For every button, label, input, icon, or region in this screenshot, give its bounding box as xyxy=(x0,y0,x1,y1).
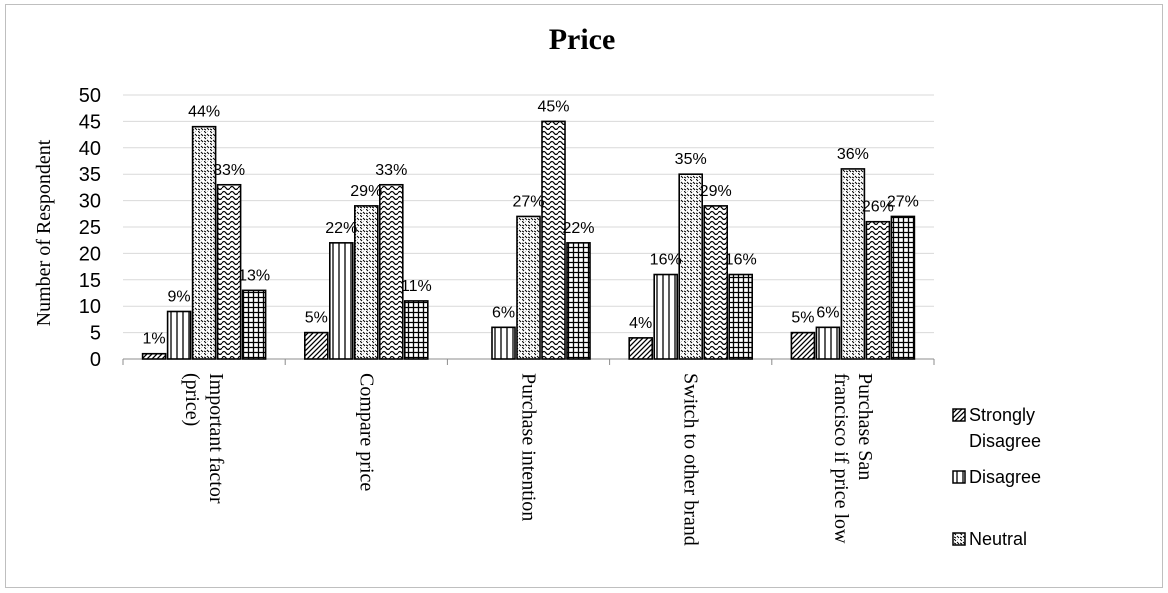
legend-label: Strongly xyxy=(969,405,1035,425)
legend-label: Neutral xyxy=(969,529,1027,549)
bar xyxy=(678,173,704,360)
data-label: 16% xyxy=(725,252,757,269)
bar xyxy=(865,220,891,360)
data-label: 16% xyxy=(650,252,682,269)
bar xyxy=(191,125,217,360)
y-tick-label: 50 xyxy=(79,85,101,107)
data-label: 22% xyxy=(325,220,357,237)
data-label: 33% xyxy=(375,162,407,179)
category-label-line: Compare price xyxy=(355,373,377,491)
category-label: Important factor(price) xyxy=(181,373,227,504)
bar xyxy=(241,289,267,360)
bar xyxy=(216,183,242,360)
y-tick-label: 45 xyxy=(79,111,101,133)
data-label: 6% xyxy=(816,304,839,321)
data-label: 1% xyxy=(143,331,166,348)
legend-swatch xyxy=(952,408,966,422)
legend-swatch xyxy=(952,470,966,484)
data-label: 27% xyxy=(887,193,919,210)
y-tick-label: 15 xyxy=(79,270,101,292)
data-label: 35% xyxy=(675,151,707,168)
bar xyxy=(653,273,679,360)
y-axis-ticks: 0 5 10 15 20 25 30 35 40 45 50 xyxy=(79,85,101,371)
y-tick-label: 5 xyxy=(90,323,101,345)
data-label: 6% xyxy=(492,304,515,321)
category-labels: Important factor(price) Compare price Purc… xyxy=(181,373,876,546)
bar xyxy=(141,352,167,360)
y-tick-label: 35 xyxy=(79,164,101,186)
category-label-line: (price) xyxy=(181,373,203,426)
bar xyxy=(728,273,754,360)
category-label-line: francisco if price low xyxy=(830,373,852,544)
category-label-line: Purchase intention xyxy=(518,373,540,521)
data-label: 22% xyxy=(562,220,594,237)
data-label: 33% xyxy=(213,162,245,179)
y-tick-label: 40 xyxy=(79,138,101,160)
bar xyxy=(328,242,354,360)
bar xyxy=(353,205,379,360)
bar xyxy=(378,183,404,360)
category-label-line: Important factor xyxy=(205,373,227,504)
chart-canvas: Price Number of Respondent 0 5 10 15 20 25 30 3… xyxy=(33,23,1041,549)
data-label: 29% xyxy=(700,183,732,200)
y-tick-label: 30 xyxy=(79,191,101,213)
category-label: Switch to other brand xyxy=(680,373,702,546)
bar xyxy=(815,326,841,360)
bar xyxy=(541,120,566,360)
data-label: 36% xyxy=(837,146,869,163)
y-tick-label: 25 xyxy=(79,217,101,239)
bar xyxy=(703,205,729,360)
data-label: 4% xyxy=(629,315,652,332)
bars xyxy=(141,120,916,360)
data-label: 5% xyxy=(305,310,328,327)
category-label: Purchase Sanfrancisco if price low xyxy=(830,373,876,544)
category-label: Compare price xyxy=(355,373,377,491)
data-label: 5% xyxy=(791,310,814,327)
bar xyxy=(890,215,916,360)
bar xyxy=(840,168,866,360)
data-label: 26% xyxy=(862,199,894,216)
bar xyxy=(790,331,816,360)
bar xyxy=(166,310,192,360)
y-tick-label: 0 xyxy=(90,349,101,371)
legend-swatch xyxy=(952,532,966,546)
legend-label: Disagree xyxy=(969,467,1041,487)
data-label: 44% xyxy=(188,104,220,121)
y-axis-label: Number of Respondent xyxy=(33,139,55,326)
data-label: 45% xyxy=(537,98,569,115)
x-axis-ticks xyxy=(122,359,935,365)
data-labels: 1% 9% 44% 33% 13% 5% 22% 29% 33% 11% 6% 27% 45% 22% 4%… xyxy=(143,98,919,347)
bar xyxy=(516,215,541,360)
category-label-line: Purchase San xyxy=(854,373,876,480)
bar xyxy=(491,326,516,360)
bar xyxy=(628,337,654,360)
data-label: 9% xyxy=(168,288,191,305)
category-label-line: Switch to other brand xyxy=(680,373,702,546)
y-tick-label: 20 xyxy=(79,243,101,265)
category-label: Purchase intention xyxy=(518,373,540,521)
bar xyxy=(566,242,591,360)
chart-title: Price xyxy=(549,23,616,56)
data-label: 29% xyxy=(350,183,382,200)
data-label: 27% xyxy=(512,193,544,210)
data-label: 11% xyxy=(401,278,432,295)
legend-label: Disagree xyxy=(969,431,1041,451)
bar xyxy=(403,300,429,360)
legend: Strongly Disagree Disagree Neutral xyxy=(952,405,1041,549)
bar xyxy=(303,331,329,360)
y-tick-label: 10 xyxy=(79,296,101,318)
data-label: 13% xyxy=(238,267,270,284)
chart-frame: Price Number of Respondent 0 5 10 15 20 25 30 3… xyxy=(5,4,1163,588)
